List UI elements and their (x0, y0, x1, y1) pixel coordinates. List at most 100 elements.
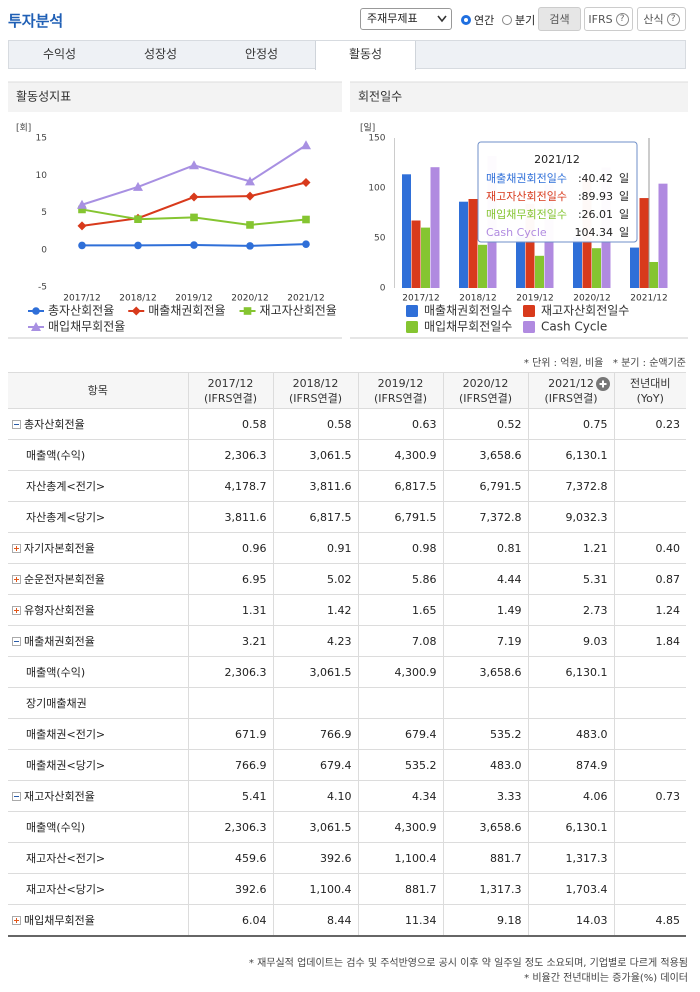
collapse-icon[interactable] (12, 792, 21, 801)
search-button[interactable]: 검색 (538, 7, 581, 31)
legend-label: 매입채무회전일수 (424, 320, 512, 334)
table-cell: 0.58 (272, 408, 359, 440)
legend-item[interactable]: 매입채무회전율 (28, 320, 125, 334)
row-label-text: 매출채권<전기> (26, 728, 106, 741)
ifrs-button[interactable]: IFRS? (584, 7, 633, 31)
activity-table: 항목 2017/12 (IFRS연결) 2018/12 (IFRS연결) 2019/12(… (8, 372, 686, 937)
marker (302, 240, 310, 248)
tooltip-value: 89.93 (582, 190, 614, 203)
y-tick-label: 15 (36, 134, 47, 144)
panel-title: 활동성지표 (16, 90, 71, 104)
column-sub: (IFRS연결) (203, 391, 258, 405)
table-cell: 3.33 (442, 780, 529, 812)
row-label[interactable]: 총자산회전율 (8, 408, 189, 440)
cell-value: 2,306.3 (224, 448, 267, 462)
cell-value: 2.73 (583, 603, 608, 617)
expand-columns-icon[interactable] (595, 377, 610, 391)
table-cell (613, 749, 686, 781)
table-cell: 1,317.3 (527, 842, 615, 874)
cell-value: 9.18 (497, 913, 522, 927)
cell-value: 1,703.4 (565, 882, 608, 896)
row-label[interactable]: 자기자본회전율 (8, 532, 189, 564)
help-icon: ? (615, 12, 629, 26)
cell-value: 671.9 (235, 727, 267, 741)
cell-value: 4.34 (412, 789, 437, 803)
marker (246, 221, 254, 229)
row-label[interactable]: 매입채무회전율 (8, 904, 189, 937)
cell-value: 1.49 (497, 603, 522, 617)
tab[interactable]: 활동성 (315, 41, 416, 70)
row-label[interactable]: 재고자산회전율 (8, 780, 189, 812)
cell-value: 3.21 (242, 634, 267, 648)
row-label[interactable]: 순운전자본회전율 (8, 563, 189, 595)
expand-icon[interactable] (12, 544, 21, 553)
table-cell: 483.0 (442, 749, 529, 781)
legend-label: 매입채무회전율 (48, 320, 125, 334)
column-header: 2020/12 (IFRS연결) (442, 372, 529, 409)
collapse-icon[interactable] (12, 420, 21, 429)
table-cell: 881.7 (357, 873, 444, 905)
row-label: 자산총계<전기> (8, 470, 189, 502)
table-cell: 6.04 (187, 904, 274, 937)
table-cell: 9.03 (527, 625, 615, 657)
cell-value: 679.4 (405, 727, 437, 741)
legend-item[interactable]: 총자산회전율 (28, 304, 114, 318)
tab[interactable]: 성장성 (143, 47, 178, 61)
table-row: 유형자산회전율 1.31 1.42 1.65 1.49 2.73 1.24 (8, 594, 686, 626)
legend-item[interactable]: 재고자산회전일수 (523, 304, 629, 318)
table-cell: 671.9 (187, 718, 274, 750)
marker (246, 242, 254, 250)
cell-value: 6,130.1 (565, 820, 608, 834)
expand-icon[interactable] (12, 575, 21, 584)
tab[interactable]: 수익성 (42, 47, 77, 61)
cell-value: 4.10 (327, 789, 352, 803)
tab[interactable]: 안정성 (244, 47, 279, 61)
marker (302, 215, 310, 224)
collapse-icon[interactable] (12, 637, 21, 646)
table-cell (527, 687, 615, 719)
table-row: 순운전자본회전율 6.95 5.02 5.86 4.44 5.31 0.87 (8, 563, 686, 595)
cell-value: 1,100.4 (309, 882, 352, 896)
row-label[interactable]: 유형자산회전율 (8, 594, 189, 626)
bar (658, 183, 668, 288)
table-cell: 766.9 (187, 749, 274, 781)
cell-value: 3.33 (497, 789, 522, 803)
cell-value: 14.03 (576, 913, 608, 927)
x-tick-label: 2021/12 (630, 294, 667, 304)
row-label[interactable]: 매출채권회전율 (8, 625, 189, 657)
column-header: 2019/12 (IFRS연결) (357, 372, 444, 409)
cell-value: 6,817.5 (309, 510, 352, 524)
table-cell: 1.65 (357, 594, 444, 626)
row-label-text: 매출액(수익) (26, 449, 86, 462)
radio-label: 연간 (474, 14, 495, 27)
table-cell: 1,100.4 (272, 873, 359, 905)
legend-item[interactable]: 매출채권회전율 (128, 304, 226, 318)
table-cell: 2,306.3 (187, 811, 274, 843)
radio-quarter[interactable]: 분기 (502, 12, 535, 28)
legend-item[interactable]: 재고자산회전율 (239, 304, 337, 318)
table-cell: 0.81 (442, 532, 529, 564)
expand-icon[interactable] (12, 916, 21, 925)
cell-value: 4,178.7 (224, 479, 267, 493)
table-row: 매출액(수익) 2,306.3 3,061.5 4,300.9 3,658.6 6,130… (8, 439, 686, 471)
cell-value: 392.6 (320, 851, 352, 865)
statement-select[interactable]: 주재무제표 (360, 8, 452, 30)
table-cell: 4.34 (357, 780, 444, 812)
legend-item[interactable]: 매입채무회전일수 (406, 320, 512, 334)
table-cell: 679.4 (357, 718, 444, 750)
table-row: 매출액(수익) 2,306.3 3,061.5 4,300.9 3,658.6 6,130… (8, 656, 686, 688)
table-cell: 4.85 (613, 904, 686, 937)
cell-value: 3,061.5 (309, 448, 352, 462)
formula-button[interactable]: 산식? (637, 7, 686, 31)
legend-item[interactable]: 매출채권회전일수 (406, 304, 512, 318)
table-cell: 1,703.4 (527, 873, 615, 905)
expand-icon[interactable] (12, 606, 21, 615)
legend-item[interactable]: Cash Cycle (523, 320, 607, 334)
radio-annual[interactable]: 연간 (461, 12, 494, 28)
table-row: 자산총계<전기> 4,178.7 3,811.6 6,817.5 6,791.5 7,37… (8, 470, 686, 502)
cell-value: 1.42 (327, 603, 352, 617)
table-cell (613, 439, 686, 471)
row-label-text: 자산총계<전기> (26, 480, 106, 493)
tooltip-unit: 일 (619, 225, 629, 239)
table-cell: 7,372.8 (442, 501, 529, 533)
